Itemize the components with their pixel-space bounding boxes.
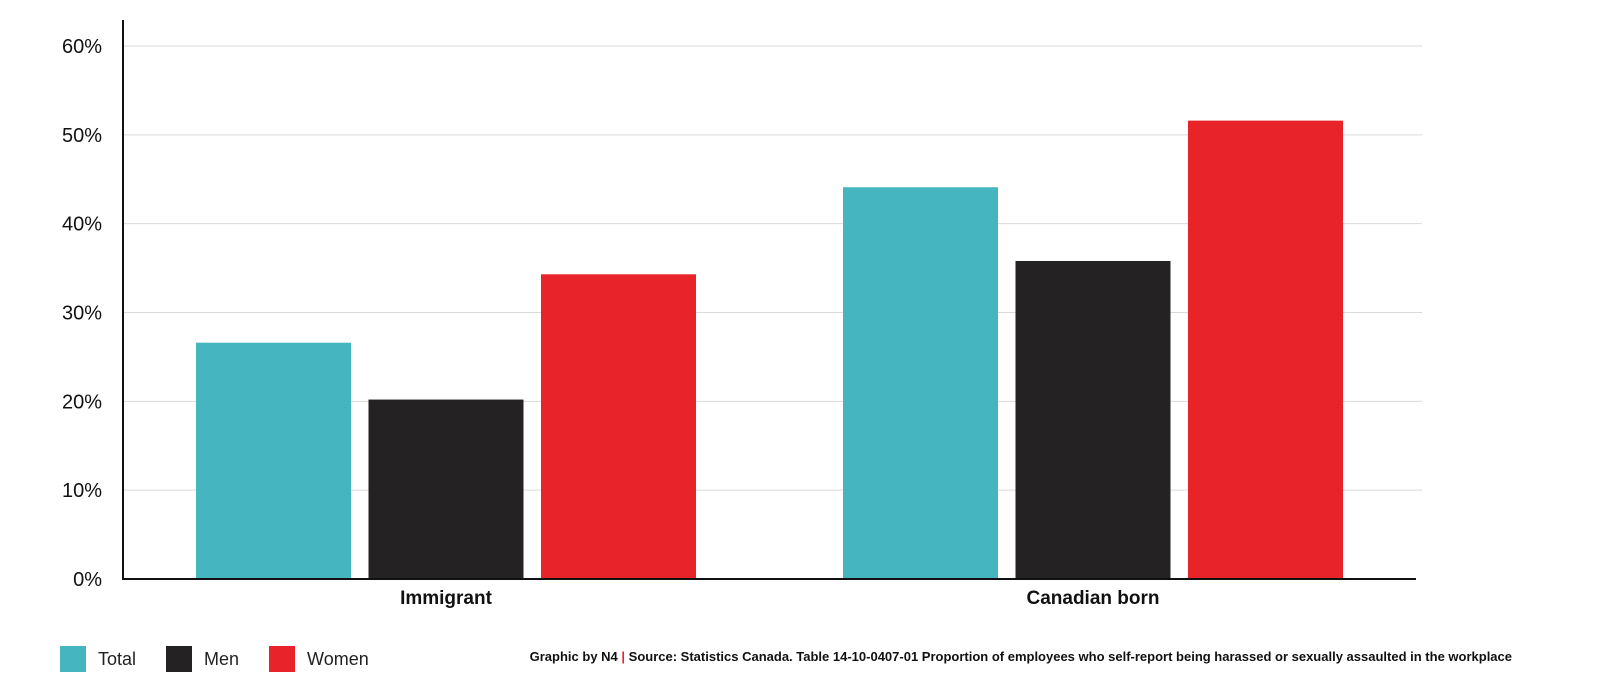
legend-label-women: Women [307, 648, 369, 669]
legend-item-men: Men [166, 646, 239, 672]
footer-source: Source: Statistics Canada. Table 14-10-0… [628, 649, 1512, 664]
legend-swatch-women [269, 646, 296, 672]
legend-swatch-men [166, 646, 193, 672]
legend-swatch-total [60, 646, 86, 672]
y-tick-label: 50% [62, 125, 102, 147]
x-category-label: Immigrant [400, 588, 493, 609]
bar-men-immigrant [368, 399, 524, 579]
footer-credit: Graphic by N4 [529, 649, 618, 664]
y-tick-label: 30% [62, 303, 102, 325]
bar-women-immigrant [541, 274, 696, 579]
bar-chart: 0% 10% 20% 30% 40% 50% 60% Immigrant Canadian bo… [62, 20, 1422, 609]
bar-total-canadian-born [843, 187, 998, 579]
legend-label-men: Men [204, 648, 240, 669]
x-category-label: Canadian born [1026, 588, 1159, 609]
legend-item-women: Women [269, 646, 369, 672]
y-tick-label: 60% [62, 36, 102, 58]
y-tick-label: 40% [62, 214, 102, 236]
legend-label-total: Total [98, 648, 137, 669]
y-tick-label: 10% [62, 480, 102, 502]
legend: Total Men Women [60, 646, 399, 672]
source-footer: Graphic by N4 | Source: Statistics Canad… [530, 649, 1512, 664]
bar-men-canadian-born [1015, 260, 1171, 579]
bar-total-immigrant [196, 342, 351, 579]
bar-women-canadian-born [1188, 120, 1343, 580]
footer-separator: | [621, 649, 626, 664]
legend-item-total: Total [60, 646, 136, 672]
y-tick-label: 0% [73, 569, 102, 591]
y-tick-label: 20% [62, 391, 102, 413]
